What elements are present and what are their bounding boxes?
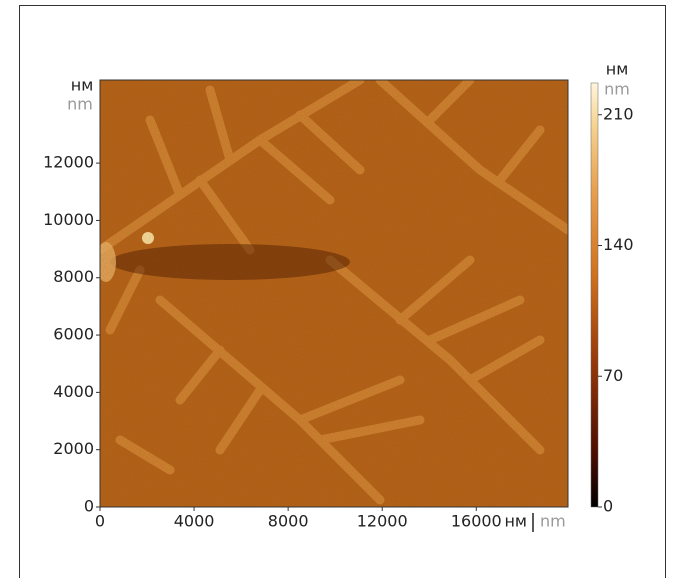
colorbar (590, 82, 599, 508)
x-unit-label-alt: nm (540, 512, 566, 531)
x-tick-label: 4000 (174, 512, 215, 531)
x-tick-label: 16000 (451, 512, 502, 531)
colorbar-unit-label-alt: nm (604, 80, 630, 99)
y-tick-label: 6000 (53, 325, 94, 344)
afm-image (100, 80, 568, 507)
x-tick-label: 8000 (268, 512, 309, 531)
colorbar-tick-label: 140 (603, 235, 634, 254)
x-unit-label: нм (504, 512, 527, 531)
colorbar-tick-label: 210 (603, 104, 634, 123)
y-tick-label: 2000 (53, 439, 94, 458)
colorbar-tick-label: 0 (603, 497, 613, 516)
y-tick-label: 4000 (53, 382, 94, 401)
y-unit-label-alt: nm (67, 95, 93, 114)
y-tick-label: 12000 (43, 153, 94, 172)
plot-border (99, 79, 569, 508)
x-tick-label: 12000 (357, 512, 408, 531)
y-unit-label: нм (71, 76, 94, 95)
colorbar-unit-label: нм (606, 60, 629, 79)
x-tick-label: 0 (95, 512, 105, 531)
y-tick-label: 10000 (43, 210, 94, 229)
colorbar-tick-label: 70 (603, 366, 623, 385)
y-tick-label: 8000 (53, 267, 94, 286)
frame (19, 5, 666, 578)
y-tick-label: 0 (84, 497, 94, 516)
